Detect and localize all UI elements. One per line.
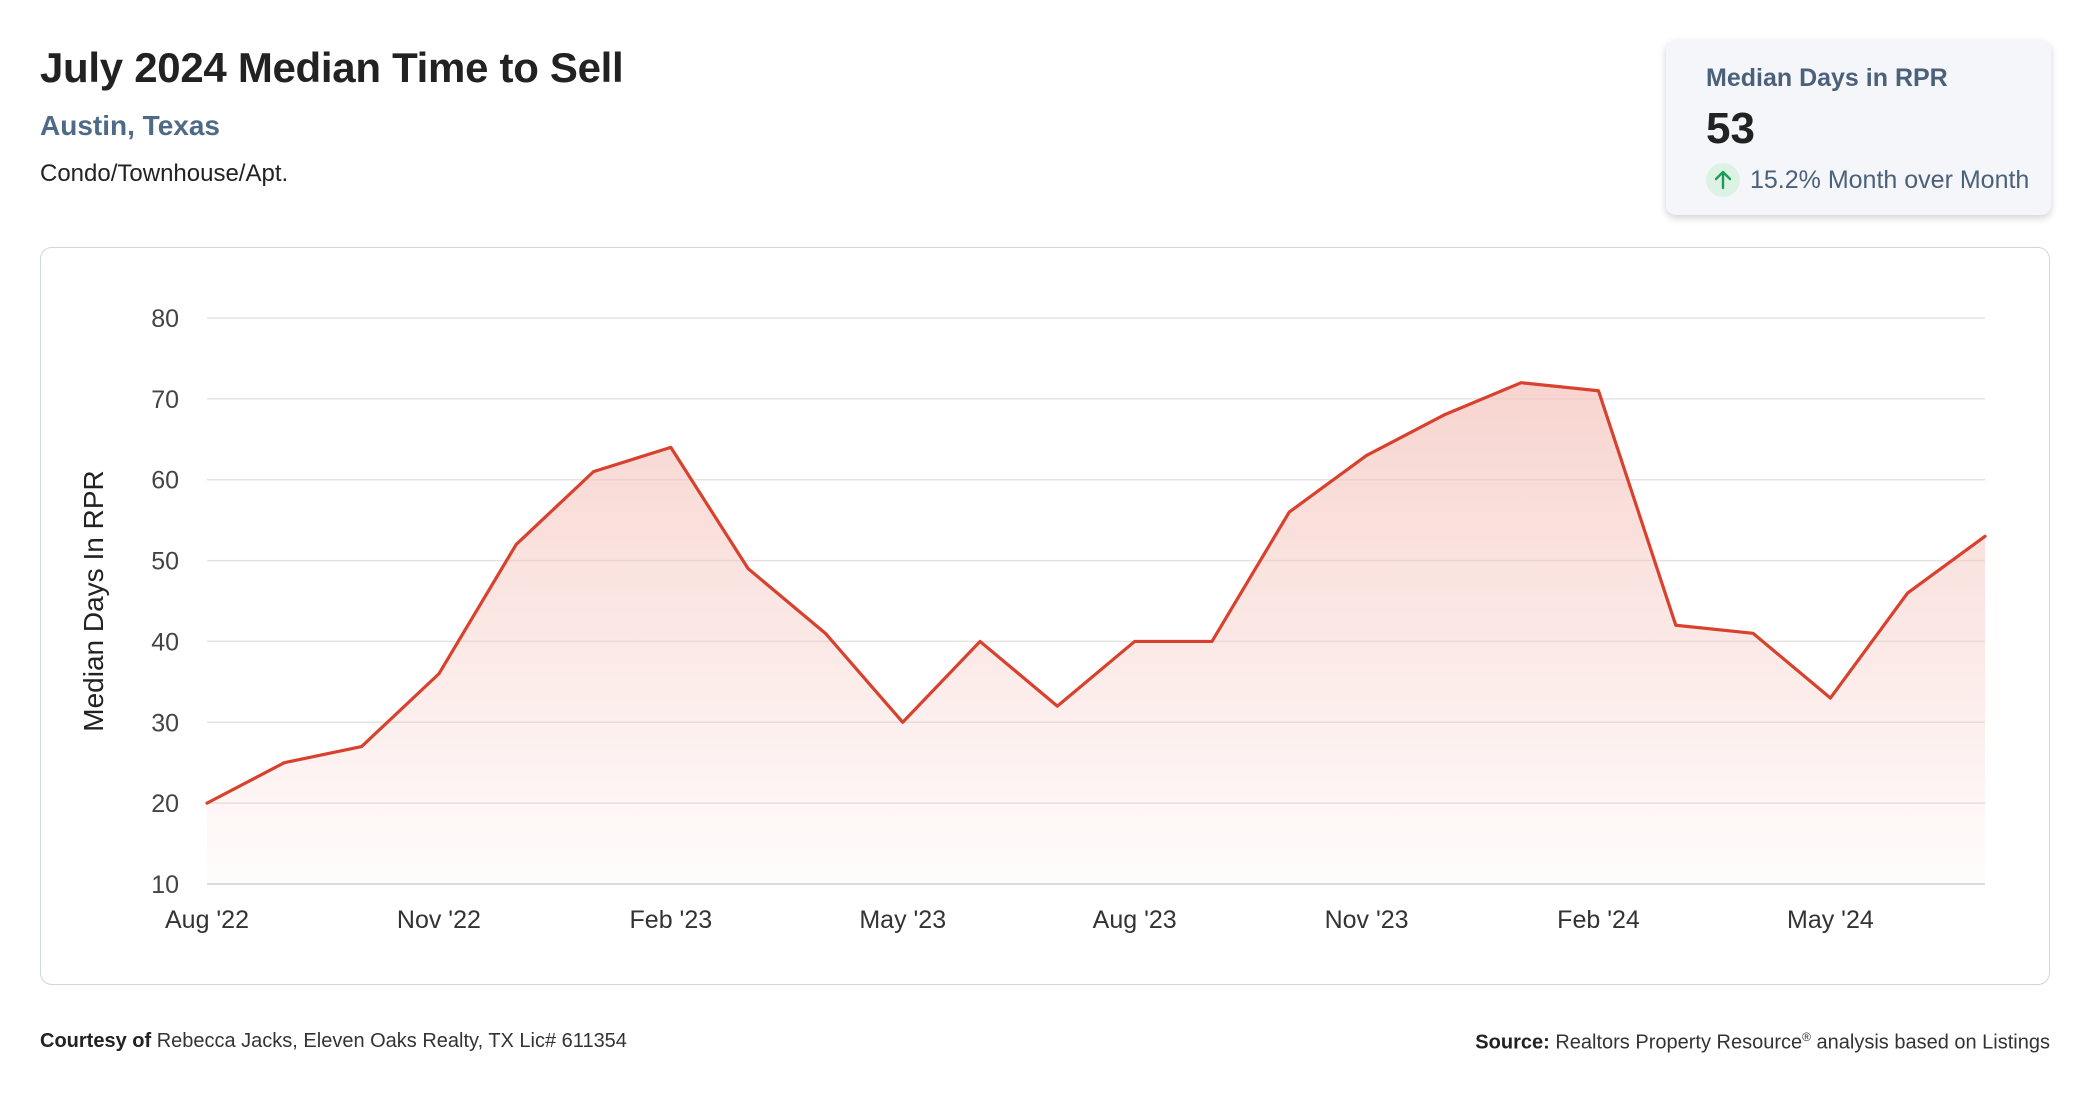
- source-label: Source:: [1475, 1031, 1550, 1054]
- y-tick-label: 30: [151, 709, 179, 737]
- x-tick-label: May '23: [859, 906, 946, 934]
- x-tick-label: Aug '22: [165, 906, 249, 934]
- line-chart: 10 20 30 40 50 60 70 80 Median Days In RPR Aug '2…: [78, 305, 1987, 934]
- area-fill: [207, 382, 1985, 884]
- x-tick-label: Feb '24: [1557, 906, 1640, 934]
- kpi-value: 53: [1706, 104, 1755, 153]
- source-note: Source: Realtors Property Resource® anal…: [1475, 1030, 2050, 1055]
- kpi-label: Median Days in RPR: [1706, 64, 1948, 92]
- courtesy-text: Rebecca Jacks, Eleven Oaks Realty, TX Li…: [156, 1030, 627, 1052]
- kpi-change: 15.2% Month over Month: [1706, 162, 2029, 198]
- x-tick-label: May '24: [1787, 906, 1874, 934]
- y-axis-label: Median Days In RPR: [78, 470, 109, 731]
- property-type-label: Condo/Townhouse/Apt.: [40, 160, 289, 187]
- y-tick-label: 60: [151, 467, 179, 495]
- y-tick-label: 50: [151, 548, 179, 576]
- page-title: July 2024 Median Time to Sell: [40, 44, 624, 91]
- x-tick-label: Feb '23: [630, 906, 713, 934]
- location-label: Austin, Texas: [40, 110, 220, 141]
- y-tick-label: 10: [151, 871, 179, 899]
- x-tick-label: Nov '23: [1325, 906, 1409, 934]
- registered-mark: ®: [1802, 1030, 1811, 1044]
- x-tick-label: Nov '22: [397, 906, 481, 934]
- y-tick-label: 20: [151, 790, 179, 818]
- series-line: [205, 381, 1987, 805]
- x-tick-label: Aug '23: [1093, 906, 1177, 934]
- kpi-change-text: 15.2% Month over Month: [1750, 165, 2030, 194]
- kpi-card: Median Days in RPR 53 15.2% Month over M…: [1666, 40, 2051, 215]
- y-tick-label: 70: [151, 386, 179, 414]
- source-text-suffix: analysis based on Listings: [1810, 1031, 2051, 1054]
- courtesy-label: Courtesy of: [40, 1030, 152, 1052]
- arrow-up-icon: [1706, 163, 1740, 197]
- source-text: Realtors Property Resource: [1555, 1031, 1803, 1054]
- courtesy-note: Courtesy of Rebecca Jacks, Eleven Oaks R…: [40, 1030, 627, 1053]
- chart-panel: 10 20 30 40 50 60 70 80 Median Days In RPR Aug '2…: [40, 247, 2050, 985]
- y-tick-label: 80: [151, 305, 179, 333]
- y-tick-label: 40: [151, 628, 179, 656]
